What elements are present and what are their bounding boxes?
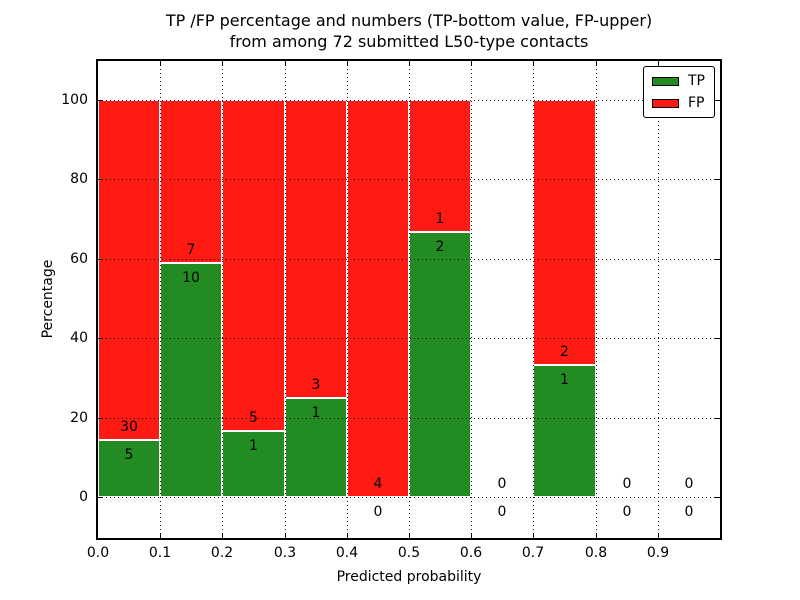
bar-segment-fp-0.3-0.4 <box>285 100 347 398</box>
chart-title-line2: from among 72 submitted L50-type contact… <box>229 32 589 51</box>
y-tick-mark <box>98 417 103 419</box>
bar-count-tp-0.2-0.3: 1 <box>249 437 258 454</box>
x-tick-mark <box>160 61 161 66</box>
bar-segment-tp-0.5-0.6 <box>409 232 471 497</box>
gridline-vertical <box>471 61 472 538</box>
x-tick-mark <box>409 533 410 538</box>
x-tick-label: 0.8 <box>584 545 608 561</box>
bar-count-fp-0.2-0.3: 5 <box>249 409 258 426</box>
x-tick-mark <box>222 533 223 538</box>
x-tick-mark <box>160 533 161 538</box>
bar-count-tp-0.9-1.0: 0 <box>684 504 694 520</box>
bar-count-tp-0.7-0.8: 1 <box>560 371 569 388</box>
bar-segment-tp-0.3-0.4 <box>285 397 347 497</box>
gridline-vertical <box>347 61 348 538</box>
legend-label-tp: TP <box>688 73 705 89</box>
bar-count-fp-0.4-0.5: 4 <box>373 476 383 492</box>
x-tick-mark <box>533 61 534 66</box>
x-tick-mark <box>471 61 472 66</box>
bar-segment-fp-0.2-0.3 <box>222 100 285 431</box>
y-tick-mark <box>715 258 720 260</box>
x-tick-label: 0.7 <box>521 545 545 561</box>
x-tick-label: 0.3 <box>273 545 297 561</box>
gridline-vertical <box>596 61 597 538</box>
plot-area: TP FP 30 5 7 10 5 1 3 1 4 0 1 2 0 0 2 1 0 0 0 0 <box>96 59 722 540</box>
x-tick-mark <box>658 61 659 66</box>
x-tick-mark <box>471 533 472 538</box>
bar-count-tp-0.4-0.5: 0 <box>373 504 383 520</box>
y-tick-label: 40 <box>70 330 88 347</box>
bar-count-tp-0.6-0.7: 0 <box>497 504 507 520</box>
bar-count-fp-0.0-0.1: 30 <box>120 419 138 436</box>
bar-count-tp-0.1-0.2: 10 <box>182 270 200 287</box>
x-tick-mark <box>285 61 286 66</box>
x-tick-label: 0.6 <box>459 545 483 561</box>
bar-count-fp-0.9-1.0: 0 <box>684 476 694 492</box>
gridline-vertical <box>533 61 534 538</box>
bar-segment-tp-0.2-0.3 <box>222 430 285 497</box>
bar-count-fp-0.6-0.7: 0 <box>497 476 507 492</box>
y-tick-label: 0 <box>79 489 88 505</box>
x-tick-mark <box>347 61 348 66</box>
y-tick-mark <box>715 338 720 340</box>
gridline-vertical <box>285 61 286 538</box>
y-tick-label: 80 <box>70 171 88 188</box>
bar-count-tp-0.8-0.9: 0 <box>622 504 632 520</box>
y-tick-mark <box>715 417 720 419</box>
bar-count-fp-0.1-0.2: 7 <box>186 242 196 259</box>
y-tick-mark <box>98 338 103 340</box>
y-tick-label: 60 <box>70 250 88 267</box>
x-tick-label: 0.1 <box>148 545 172 561</box>
bar-count-fp-0.5-0.6: 1 <box>435 211 445 228</box>
legend-entry-tp: TP <box>652 74 705 88</box>
x-tick-mark <box>596 533 597 538</box>
bar-segment-fp-0.4-0.5 <box>347 100 409 497</box>
x-tick-label: 0.0 <box>86 545 110 561</box>
y-axis-label: Percentage <box>40 259 56 339</box>
x-tick-label: 0.4 <box>335 545 359 561</box>
bar-count-fp-0.7-0.8: 2 <box>560 343 569 360</box>
x-tick-mark <box>285 533 286 538</box>
bar-segment-fp-0.0-0.1 <box>98 100 160 441</box>
bar-count-fp-0.8-0.9: 0 <box>622 476 632 492</box>
bar-segment-tp-0.0-0.1 <box>98 440 160 497</box>
y-tick-mark <box>715 497 720 498</box>
x-tick-label: 0.5 <box>397 545 421 561</box>
bar-segment-tp-0.1-0.2 <box>160 263 222 497</box>
gridline-vertical <box>658 61 659 538</box>
gridline-vertical <box>222 61 223 538</box>
chart-title-line1: TP /FP percentage and numbers (TP-bottom… <box>165 11 653 30</box>
y-tick-mark <box>715 100 720 101</box>
bar-count-fp-0.3-0.4: 3 <box>311 376 321 393</box>
y-tick-label: 20 <box>70 409 88 426</box>
x-tick-mark <box>409 61 410 66</box>
y-tick-mark <box>98 497 103 498</box>
y-tick-mark <box>98 100 103 101</box>
y-tick-mark <box>98 179 103 181</box>
fp-color-swatch <box>652 98 679 108</box>
legend-label-fp: FP <box>688 95 705 111</box>
y-tick-label: 100 <box>61 92 88 108</box>
bar-segment-fp-0.7-0.8 <box>533 100 596 365</box>
bar-count-tp-0.5-0.6: 2 <box>435 239 445 256</box>
y-tick-mark <box>98 258 103 260</box>
bar-count-tp-0.0-0.1: 5 <box>124 447 134 464</box>
y-tick-mark <box>715 179 720 181</box>
gridline-vertical <box>409 61 410 538</box>
x-tick-label: 0.9 <box>646 545 670 561</box>
legend: TP FP <box>643 66 715 118</box>
legend-entry-fp: FP <box>652 96 705 110</box>
chart-title: TP /FP percentage and numbers (TP-bottom… <box>98 10 720 52</box>
x-tick-mark <box>596 61 597 66</box>
x-tick-label: 0.2 <box>210 545 234 561</box>
x-tick-mark <box>533 533 534 538</box>
tp-color-swatch <box>652 76 679 86</box>
gridline-vertical <box>160 61 161 538</box>
bar-count-tp-0.3-0.4: 1 <box>311 404 321 421</box>
x-tick-mark <box>658 533 659 538</box>
x-tick-mark <box>347 533 348 538</box>
x-tick-mark <box>222 61 223 66</box>
bar-segment-fp-0.1-0.2 <box>160 100 222 264</box>
x-axis-label: Predicted probability <box>336 569 482 585</box>
